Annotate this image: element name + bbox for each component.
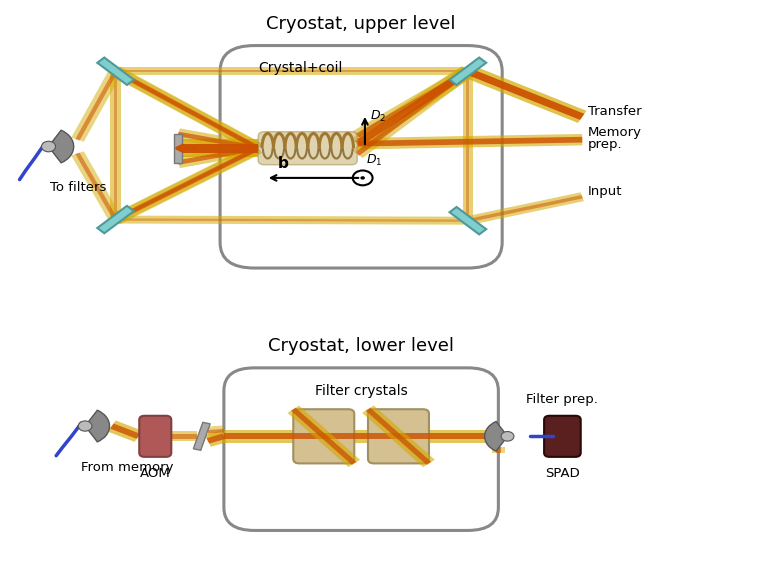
Polygon shape bbox=[98, 206, 134, 233]
Circle shape bbox=[78, 421, 92, 431]
Polygon shape bbox=[467, 195, 583, 222]
Circle shape bbox=[353, 170, 372, 185]
Polygon shape bbox=[224, 434, 498, 439]
Polygon shape bbox=[362, 406, 435, 467]
Circle shape bbox=[360, 176, 365, 180]
Polygon shape bbox=[114, 69, 260, 150]
Polygon shape bbox=[496, 446, 501, 453]
Text: prep.: prep. bbox=[588, 138, 622, 151]
Polygon shape bbox=[171, 431, 197, 441]
Polygon shape bbox=[171, 434, 197, 438]
Text: From memory: From memory bbox=[81, 461, 174, 475]
Polygon shape bbox=[110, 423, 141, 439]
Circle shape bbox=[41, 141, 55, 152]
Text: Memory: Memory bbox=[588, 126, 641, 139]
Polygon shape bbox=[116, 70, 468, 73]
Polygon shape bbox=[291, 408, 356, 465]
Wedge shape bbox=[485, 422, 508, 451]
Polygon shape bbox=[352, 67, 473, 158]
Polygon shape bbox=[466, 192, 584, 225]
Polygon shape bbox=[116, 215, 468, 225]
Text: Input: Input bbox=[588, 184, 622, 198]
Polygon shape bbox=[496, 430, 498, 442]
Polygon shape bbox=[114, 70, 260, 150]
Wedge shape bbox=[85, 410, 110, 442]
Polygon shape bbox=[465, 68, 584, 120]
Polygon shape bbox=[71, 69, 122, 142]
Polygon shape bbox=[357, 134, 582, 149]
Polygon shape bbox=[71, 151, 122, 222]
Polygon shape bbox=[111, 143, 263, 224]
FancyBboxPatch shape bbox=[368, 409, 429, 464]
FancyBboxPatch shape bbox=[293, 409, 354, 464]
Polygon shape bbox=[449, 58, 486, 85]
Polygon shape bbox=[114, 147, 260, 221]
Text: SPAD: SPAD bbox=[545, 467, 580, 480]
Polygon shape bbox=[174, 134, 182, 162]
Polygon shape bbox=[466, 71, 469, 221]
Circle shape bbox=[501, 431, 514, 441]
Polygon shape bbox=[178, 139, 258, 157]
Polygon shape bbox=[98, 58, 134, 85]
Polygon shape bbox=[177, 143, 260, 168]
Polygon shape bbox=[207, 429, 224, 434]
Polygon shape bbox=[75, 153, 118, 220]
Polygon shape bbox=[177, 128, 260, 154]
Polygon shape bbox=[354, 69, 471, 146]
Polygon shape bbox=[492, 446, 505, 453]
Polygon shape bbox=[111, 67, 262, 153]
Text: Transfer: Transfer bbox=[588, 105, 641, 118]
Polygon shape bbox=[108, 420, 142, 442]
FancyBboxPatch shape bbox=[544, 416, 581, 457]
Polygon shape bbox=[116, 67, 468, 75]
Polygon shape bbox=[177, 146, 259, 165]
Text: Crystal+coil: Crystal+coil bbox=[258, 62, 343, 75]
Polygon shape bbox=[116, 218, 468, 222]
Polygon shape bbox=[366, 408, 432, 465]
Text: To filters: To filters bbox=[50, 181, 107, 194]
Polygon shape bbox=[207, 426, 224, 437]
Polygon shape bbox=[351, 66, 474, 149]
Polygon shape bbox=[449, 207, 486, 234]
Polygon shape bbox=[114, 71, 118, 219]
Polygon shape bbox=[205, 430, 227, 447]
Polygon shape bbox=[177, 132, 259, 150]
Polygon shape bbox=[207, 434, 225, 444]
Polygon shape bbox=[178, 143, 258, 153]
Polygon shape bbox=[194, 422, 210, 450]
Polygon shape bbox=[353, 67, 472, 140]
Text: Cryostat, upper level: Cryostat, upper level bbox=[266, 15, 456, 33]
Polygon shape bbox=[111, 67, 263, 153]
Wedge shape bbox=[48, 130, 74, 163]
Polygon shape bbox=[496, 434, 498, 439]
Polygon shape bbox=[114, 146, 260, 221]
Polygon shape bbox=[111, 71, 121, 219]
Polygon shape bbox=[355, 70, 470, 156]
Text: $D_2$: $D_2$ bbox=[370, 109, 386, 124]
Polygon shape bbox=[356, 70, 470, 138]
Polygon shape bbox=[75, 71, 118, 141]
Polygon shape bbox=[464, 65, 587, 123]
Polygon shape bbox=[224, 430, 498, 442]
Text: $D_1$: $D_1$ bbox=[366, 153, 382, 168]
FancyBboxPatch shape bbox=[258, 132, 357, 165]
Polygon shape bbox=[287, 406, 360, 467]
Text: $\mathbf{b}$: $\mathbf{b}$ bbox=[277, 154, 290, 170]
Text: AOM: AOM bbox=[140, 467, 170, 480]
Text: Cryostat, lower level: Cryostat, lower level bbox=[268, 338, 454, 355]
Text: Filter prep.: Filter prep. bbox=[527, 392, 598, 406]
FancyBboxPatch shape bbox=[139, 416, 171, 457]
Polygon shape bbox=[462, 71, 473, 221]
Polygon shape bbox=[357, 137, 582, 146]
Polygon shape bbox=[112, 144, 262, 224]
Text: Filter crystals: Filter crystals bbox=[315, 384, 408, 397]
